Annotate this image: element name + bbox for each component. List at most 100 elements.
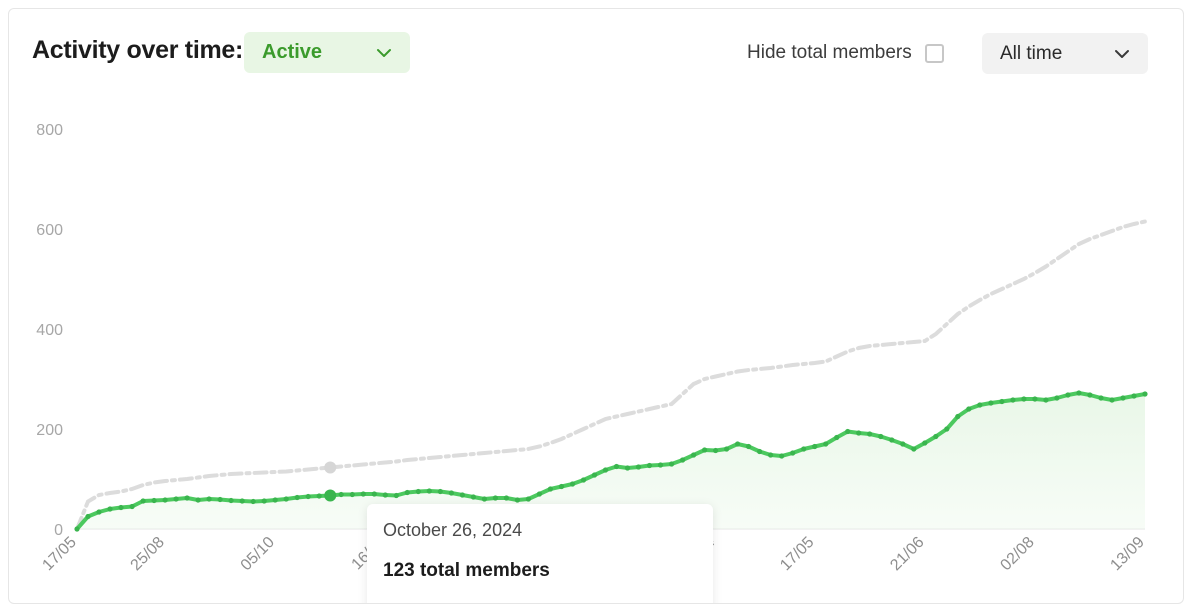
active-data-point bbox=[525, 496, 532, 502]
active-data-point bbox=[757, 448, 763, 455]
active-data-point bbox=[305, 493, 311, 500]
active-data-point bbox=[1065, 392, 1071, 398]
active-members-series bbox=[74, 390, 1148, 532]
tooltip-total-members: 123 total members bbox=[383, 560, 550, 581]
active-data-point bbox=[184, 495, 190, 501]
x-tick-label: 13/09 bbox=[1107, 534, 1147, 574]
active-data-point bbox=[261, 498, 267, 504]
active-data-point bbox=[977, 402, 983, 408]
active-data-point bbox=[922, 440, 928, 446]
active-data-point bbox=[1142, 391, 1148, 397]
active-data-point bbox=[404, 489, 410, 496]
total-highlight-point bbox=[324, 461, 337, 474]
active-data-point bbox=[481, 496, 487, 502]
hide-total-members-checkbox[interactable] bbox=[924, 43, 944, 63]
active-data-point bbox=[1076, 390, 1082, 396]
active-data-point bbox=[878, 433, 884, 440]
active-data-point bbox=[107, 506, 113, 512]
active-data-point bbox=[503, 495, 509, 501]
active-data-point bbox=[492, 495, 498, 501]
active-data-point bbox=[999, 398, 1005, 405]
active-data-point bbox=[536, 491, 543, 497]
active-data-point bbox=[437, 488, 443, 495]
active-data-point bbox=[680, 457, 686, 463]
active-data-point bbox=[206, 496, 212, 502]
active-data-point bbox=[602, 467, 609, 473]
metric-dropdown[interactable]: Active bbox=[244, 32, 410, 73]
chevron-down-icon bbox=[377, 48, 391, 57]
active-data-point bbox=[823, 441, 829, 447]
active-data-point bbox=[1087, 392, 1093, 398]
active-data-point bbox=[85, 513, 91, 520]
active-data-point bbox=[657, 462, 664, 468]
active-data-point bbox=[1120, 395, 1126, 401]
y-tick-label: 400 bbox=[36, 322, 63, 339]
active-data-point bbox=[955, 413, 961, 420]
active-data-point bbox=[856, 430, 862, 436]
active-data-point bbox=[371, 491, 377, 497]
active-data-point bbox=[768, 452, 774, 458]
active-data-point bbox=[415, 488, 421, 495]
active-data-point bbox=[702, 447, 708, 453]
chevron-down-icon bbox=[1115, 49, 1129, 58]
x-tick-label: 17/05 bbox=[777, 534, 817, 574]
active-data-point bbox=[746, 443, 752, 450]
active-data-point bbox=[1021, 396, 1027, 402]
active-data-point bbox=[1098, 395, 1104, 401]
active-data-point bbox=[966, 406, 972, 412]
active-data-point bbox=[547, 486, 554, 492]
active-data-point bbox=[250, 498, 256, 505]
active-data-point bbox=[514, 497, 520, 503]
active-data-point bbox=[812, 443, 818, 450]
hide-total-members-label: Hide total members bbox=[747, 42, 912, 63]
active-data-point bbox=[1010, 397, 1016, 403]
active-data-point bbox=[74, 526, 80, 532]
active-data-point bbox=[173, 496, 179, 502]
active-data-point bbox=[613, 463, 620, 470]
active-data-point bbox=[118, 504, 124, 511]
active-data-point bbox=[1043, 397, 1049, 403]
active-data-point bbox=[801, 446, 807, 452]
active-data-point bbox=[426, 488, 432, 494]
hide-total-members-toggle[interactable]: Hide total members bbox=[747, 42, 944, 64]
active-data-point bbox=[558, 483, 565, 490]
active-data-point bbox=[1054, 395, 1060, 401]
y-tick-label: 800 bbox=[36, 122, 63, 139]
active-data-point bbox=[933, 433, 939, 440]
active-data-point bbox=[162, 497, 168, 503]
active-data-point bbox=[338, 491, 344, 498]
x-tick-label: 17/05 bbox=[39, 534, 79, 574]
active-data-point bbox=[944, 426, 950, 432]
active-data-point bbox=[151, 497, 157, 504]
active-data-point bbox=[834, 434, 840, 441]
active-highlight-point bbox=[324, 489, 337, 502]
tooltip-date: October 26, 2024 bbox=[383, 520, 523, 540]
active-data-point bbox=[195, 497, 201, 503]
active-data-point bbox=[393, 492, 399, 499]
chart-tooltip: October 26, 2024 123 total members bbox=[367, 504, 713, 603]
active-data-point bbox=[691, 452, 697, 458]
active-data-point bbox=[735, 441, 741, 447]
active-data-point bbox=[790, 450, 796, 456]
active-data-point bbox=[779, 453, 785, 459]
active-data-point bbox=[867, 431, 873, 437]
x-tick-label: 21/06 bbox=[887, 534, 927, 574]
active-data-point bbox=[272, 497, 278, 503]
y-tick-label: 600 bbox=[36, 222, 63, 239]
active-data-point bbox=[459, 492, 465, 498]
active-data-point bbox=[140, 498, 146, 504]
x-tick-label: 05/10 bbox=[238, 534, 278, 574]
chart-title: Activity over time: bbox=[32, 36, 244, 64]
x-tick-label: 25/08 bbox=[128, 534, 168, 574]
active-data-point bbox=[470, 494, 476, 500]
active-data-point bbox=[316, 493, 322, 499]
active-data-point bbox=[624, 465, 631, 471]
active-data-point bbox=[889, 437, 895, 443]
active-data-point bbox=[1032, 396, 1038, 402]
active-data-point bbox=[669, 461, 675, 467]
total-members-series bbox=[75, 219, 1147, 531]
active-data-point bbox=[239, 498, 245, 504]
time-range-dropdown[interactable]: All time bbox=[982, 33, 1148, 74]
active-data-point bbox=[283, 496, 289, 502]
